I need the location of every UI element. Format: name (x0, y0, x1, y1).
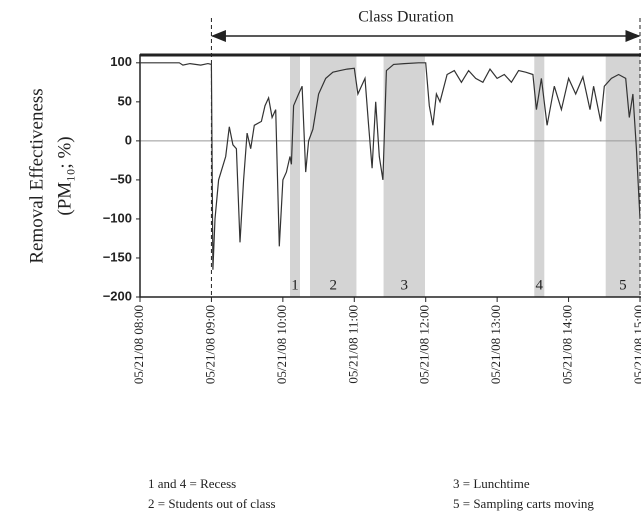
period-label: 5 (619, 277, 627, 293)
x-tick-label: 05/21/08 11:00 (345, 305, 360, 384)
shaded-period (605, 55, 640, 297)
x-tick-label: 05/21/08 12:00 (417, 305, 432, 384)
note: 1 and 4 = Recess (148, 476, 236, 491)
period-label: 1 (291, 277, 299, 293)
x-tick-label: 05/21/08 08:00 (131, 305, 146, 384)
y-axis-title: (PM₁₀; %) (54, 136, 75, 215)
y-tick-label: 100 (110, 54, 132, 69)
x-tick-label: 05/21/08 09:00 (202, 305, 217, 384)
period-label: 3 (401, 277, 409, 293)
shaded-period (383, 55, 425, 297)
y-tick-label: −50 (110, 171, 132, 186)
x-tick-label: 05/21/08 14:00 (560, 305, 575, 384)
note: 2 = Students out of class (148, 496, 276, 511)
data-line (140, 62, 641, 270)
x-tick-label: 05/21/08 15:00 (631, 305, 641, 384)
shaded-period (534, 55, 545, 297)
x-tick-label: 05/21/08 13:00 (488, 305, 503, 384)
note: 5 = Sampling carts moving (453, 496, 594, 511)
y-tick-label: −200 (103, 288, 132, 303)
y-tick-label: 50 (118, 93, 132, 108)
period-label: 2 (329, 277, 337, 293)
y-tick-label: 0 (125, 132, 132, 147)
y-tick-label: −100 (103, 210, 132, 225)
period-label: 4 (536, 277, 544, 293)
y-tick-label: −150 (103, 249, 132, 264)
x-tick-label: 05/21/08 10:00 (274, 305, 289, 384)
annotation: Class Duration (358, 9, 454, 26)
y-axis-title: Removal Effectiveness (26, 88, 47, 263)
shaded-period (290, 55, 300, 297)
note: 3 = Lunchtime (453, 476, 530, 491)
shaded-period (310, 55, 357, 297)
